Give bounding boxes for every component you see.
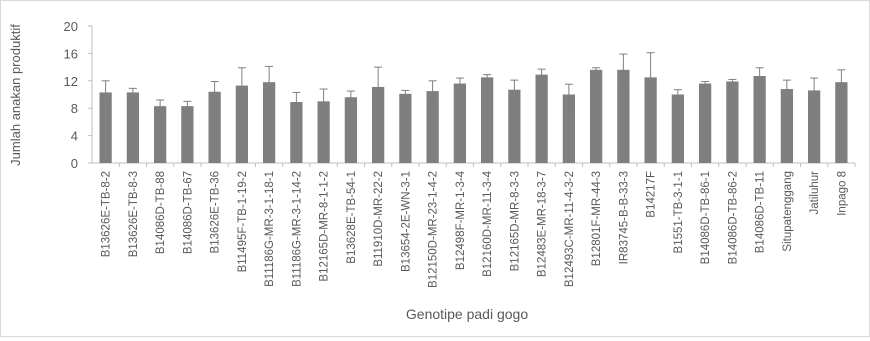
y-tick-label: 8 — [71, 101, 78, 116]
bar — [617, 69, 630, 163]
y-tick-label: 4 — [71, 129, 78, 144]
bar — [290, 102, 303, 163]
x-tick-label: B12498F-MR-1-3-4 — [455, 170, 467, 270]
bar — [371, 86, 385, 163]
x-tick-label: B13654-2E-WN-3-1 — [400, 171, 412, 272]
x-tick-label: B12165D-MR-8-1-1-2 — [319, 171, 331, 282]
y-tick-label: 20 — [64, 19, 78, 34]
x-tick-label: Jatiluhur — [809, 171, 821, 215]
x-tick-label: Situpatenggang — [782, 171, 794, 252]
x-tick-label: B13626E-TB-36 — [210, 171, 222, 253]
bar — [562, 94, 576, 163]
x-tick-label: B12801F-MR-44-3 — [591, 171, 603, 266]
bar — [508, 89, 521, 163]
x-tick-label: B11495F-TB-1-19-2 — [237, 171, 249, 272]
y-tick-label: 12 — [64, 74, 78, 89]
x-tick-label: B11186G-MR-3-1-14-2 — [291, 171, 303, 287]
x-tick-label: B14086D-TB-88 — [155, 171, 167, 254]
bar — [426, 91, 439, 163]
bar — [181, 106, 194, 163]
x-tick-label: Inpago 8 — [836, 171, 848, 216]
x-tick-label: B14086D-TB-67 — [182, 171, 194, 254]
bar — [126, 92, 140, 163]
x-tick-label: B13628E-TB-54-1 — [346, 171, 358, 264]
x-tick-label: B13626E-TB-8-2 — [101, 171, 113, 257]
y-axis-label: Jumlah anakan produktif — [8, 24, 23, 166]
bar — [807, 90, 821, 163]
x-tick-label: B13626E-TB-8-3 — [128, 171, 140, 257]
x-tick-label: B1551-TB-3-1-1 — [673, 171, 685, 253]
x-tick-label: B12483E-MR-18-3-7 — [537, 171, 549, 277]
bar — [835, 82, 848, 163]
bar — [99, 92, 112, 163]
x-tick-label: B12160D-MR-11-3-4 — [482, 170, 494, 276]
x-tick-label: B12493C-MR-11-4-3-2 — [564, 171, 576, 287]
bar — [317, 101, 330, 163]
bar — [535, 74, 548, 163]
bar — [726, 81, 739, 163]
x-tick-label: B11186G-MR-3-1-18-1 — [264, 171, 276, 287]
bar — [589, 69, 603, 163]
y-tick-label: 16 — [64, 46, 78, 61]
x-tick-label: B12165D-MR-8-3-3 — [509, 171, 521, 271]
bar — [153, 106, 167, 163]
bar — [453, 83, 467, 163]
x-tick-label: B14086D-TB-11 — [755, 171, 767, 253]
x-tick-label: B11910D-MR-22-2 — [373, 171, 385, 267]
bar — [780, 89, 794, 163]
bar — [262, 82, 276, 163]
bar — [698, 83, 712, 163]
bar — [480, 77, 494, 163]
bar — [671, 94, 685, 163]
bar — [344, 97, 358, 163]
bar — [644, 77, 657, 163]
bar — [208, 91, 221, 163]
x-tick-label: B14086D-TB-86-2 — [727, 171, 739, 264]
x-tick-label: IR83745-B-B-33-3 — [618, 171, 630, 264]
x-tick-label: B14086D-TB-86-1 — [700, 171, 712, 264]
bar — [235, 85, 249, 163]
y-tick-label: 0 — [71, 156, 78, 171]
x-tick-label: B14217F — [646, 171, 658, 218]
x-tick-label: B12150D-MR-23-1-4-2 — [428, 171, 440, 288]
bar — [399, 93, 412, 163]
x-axis-label: Genotipe padi gogo — [406, 306, 528, 322]
bar — [753, 76, 766, 163]
